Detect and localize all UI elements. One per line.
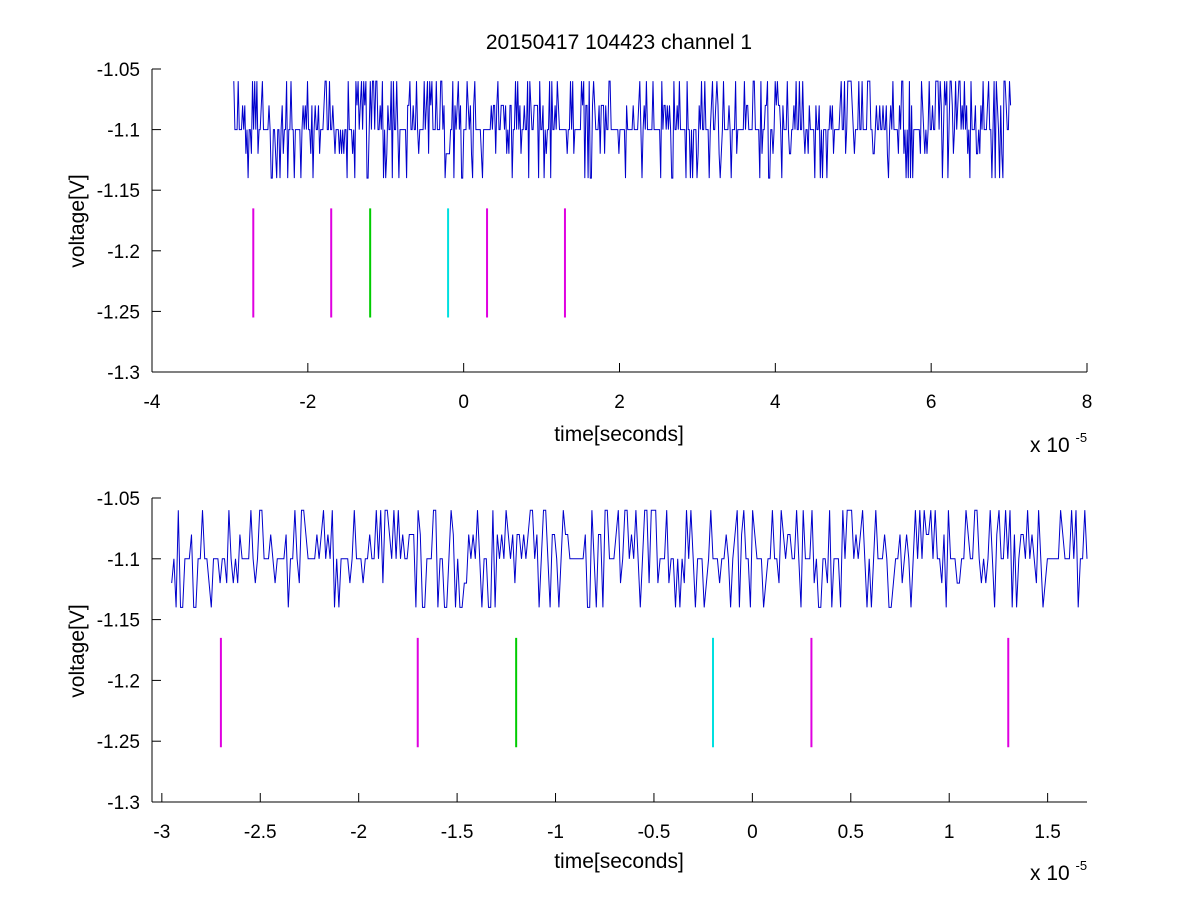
bottom-x-multiplier-base: x 10	[1030, 862, 1070, 885]
top-xtick-label-6: 8	[1082, 392, 1093, 413]
bottom-x-multiplier-exp: -5	[1076, 858, 1088, 873]
bottom-xtick-label-2: -2	[350, 822, 367, 843]
bottom-ytick-label-1: -1.25	[97, 732, 140, 753]
top-ytick-label-3: -1.15	[97, 181, 140, 202]
bottom-ylabel: voltage[V]	[66, 604, 89, 697]
top-xlabel: time[seconds]	[554, 423, 684, 446]
bottom-x-multiplier: x 10 -5	[1030, 858, 1087, 885]
top-markers-group	[252, 208, 566, 318]
bottom-markers-group	[219, 637, 1010, 748]
top-xtick-label-1: -2	[299, 392, 316, 413]
bottom-ytick-label-3: -1.15	[97, 611, 140, 632]
bottom-xtick-label-0: -3	[153, 822, 170, 843]
top-signal-group	[233, 80, 1012, 179]
bottom-xtick-label-3: -1.5	[441, 822, 474, 843]
bottom-signal-group	[171, 509, 1088, 608]
top-ylabel: voltage[V]	[66, 174, 89, 267]
bottom-xtick-label-1: -2.5	[244, 822, 277, 843]
bottom-xtick-label-4: -1	[547, 822, 564, 843]
bottom-ytick-label-5: -1.05	[97, 489, 140, 510]
bottom-xtick-label-6: 0	[747, 822, 758, 843]
top-signal-trace	[233, 80, 1012, 179]
top-ytick-label-4: -1.1	[107, 121, 140, 142]
top-xtick-label-2: 0	[458, 392, 469, 413]
top-axes-group	[151, 68, 1088, 373]
bottom-subplot: -3 -2.5 -2 -1.5 -1 -0.5 0 0.5 1 1.5 -1.3 -1.25 -1.2…	[66, 489, 1088, 885]
top-x-multiplier-base: x 10	[1030, 434, 1070, 457]
bottom-xlabel: time[seconds]	[554, 850, 684, 873]
bottom-ytick-label-0: -1.3	[107, 793, 140, 814]
top-ytick-label-2: -1.2	[107, 242, 140, 263]
bottom-xtick-label-9: 1.5	[1034, 822, 1060, 843]
top-x-multiplier-exp: -5	[1076, 430, 1088, 445]
top-subplot: -4 -2 0 2 4 6 8 -1.3 -1.25 -1.2 -1.15 -1.1 -1.05 ti…	[66, 60, 1092, 457]
top-ytick-label-1: -1.25	[97, 302, 140, 323]
top-xtick-labels: -4 -2 0 2 4 6 8	[144, 392, 1093, 413]
bottom-xtick-labels: -3 -2.5 -2 -1.5 -1 -0.5 0 0.5 1 1.5	[153, 822, 1060, 843]
bottom-signal-trace	[171, 509, 1088, 608]
bottom-xtick-label-8: 1	[944, 822, 955, 843]
top-xtick-label-4: 4	[770, 392, 781, 413]
bottom-axes-group	[151, 497, 1087, 803]
bottom-ytick-label-4: -1.1	[107, 550, 140, 571]
top-ytick-label-5: -1.05	[97, 60, 140, 81]
top-x-multiplier: x 10 -5	[1030, 430, 1087, 457]
top-xtick-label-3: 2	[614, 392, 625, 413]
top-xtick-label-0: -4	[144, 392, 161, 413]
figure-title: 20150417 104423 channel 1	[486, 31, 752, 54]
top-xtick-label-5: 6	[926, 392, 937, 413]
bottom-ytick-label-2: -1.2	[107, 671, 140, 692]
bottom-xtick-label-7: 0.5	[838, 822, 864, 843]
bottom-xtick-label-5: -0.5	[638, 822, 671, 843]
bottom-ytick-labels: -1.3 -1.25 -1.2 -1.15 -1.1 -1.05	[97, 489, 140, 814]
top-ytick-labels: -1.3 -1.25 -1.2 -1.15 -1.1 -1.05	[97, 60, 140, 384]
top-ytick-label-0: -1.3	[107, 363, 140, 384]
